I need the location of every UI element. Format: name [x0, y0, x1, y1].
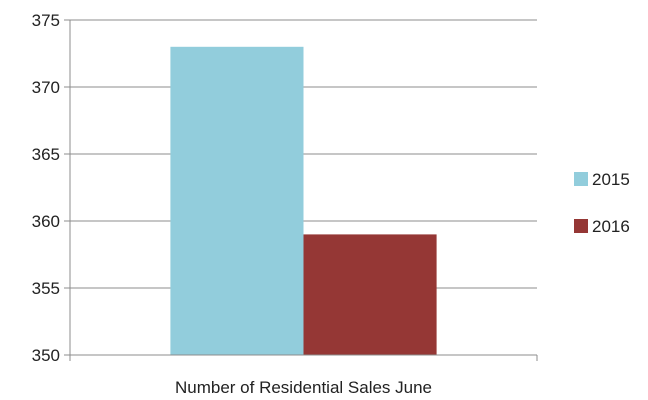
axes: [69, 20, 538, 361]
y-tick-label: 365: [32, 145, 60, 164]
y-tick-label: 370: [32, 78, 60, 97]
x-category-label: Number of Residential Sales June: [175, 378, 432, 397]
legend-swatch-2015: [574, 172, 588, 186]
y-tick-label: 360: [32, 212, 60, 231]
legend-label-2015: 2015: [592, 170, 630, 189]
x-axis-labels: Number of Residential Sales June: [175, 378, 432, 397]
y-tick-label: 350: [32, 346, 60, 365]
bar-2015: [170, 46, 304, 356]
legend: 2015 2016: [574, 170, 630, 236]
y-axis-ticks: 350 355 360 365 370 375: [32, 11, 70, 365]
legend-label-2016: 2016: [592, 217, 630, 236]
legend-swatch-2016: [574, 219, 588, 233]
y-tick-label: 375: [32, 11, 60, 30]
bar-2016: [303, 234, 437, 355]
y-tick-label: 355: [32, 279, 60, 298]
bars: [170, 46, 437, 356]
